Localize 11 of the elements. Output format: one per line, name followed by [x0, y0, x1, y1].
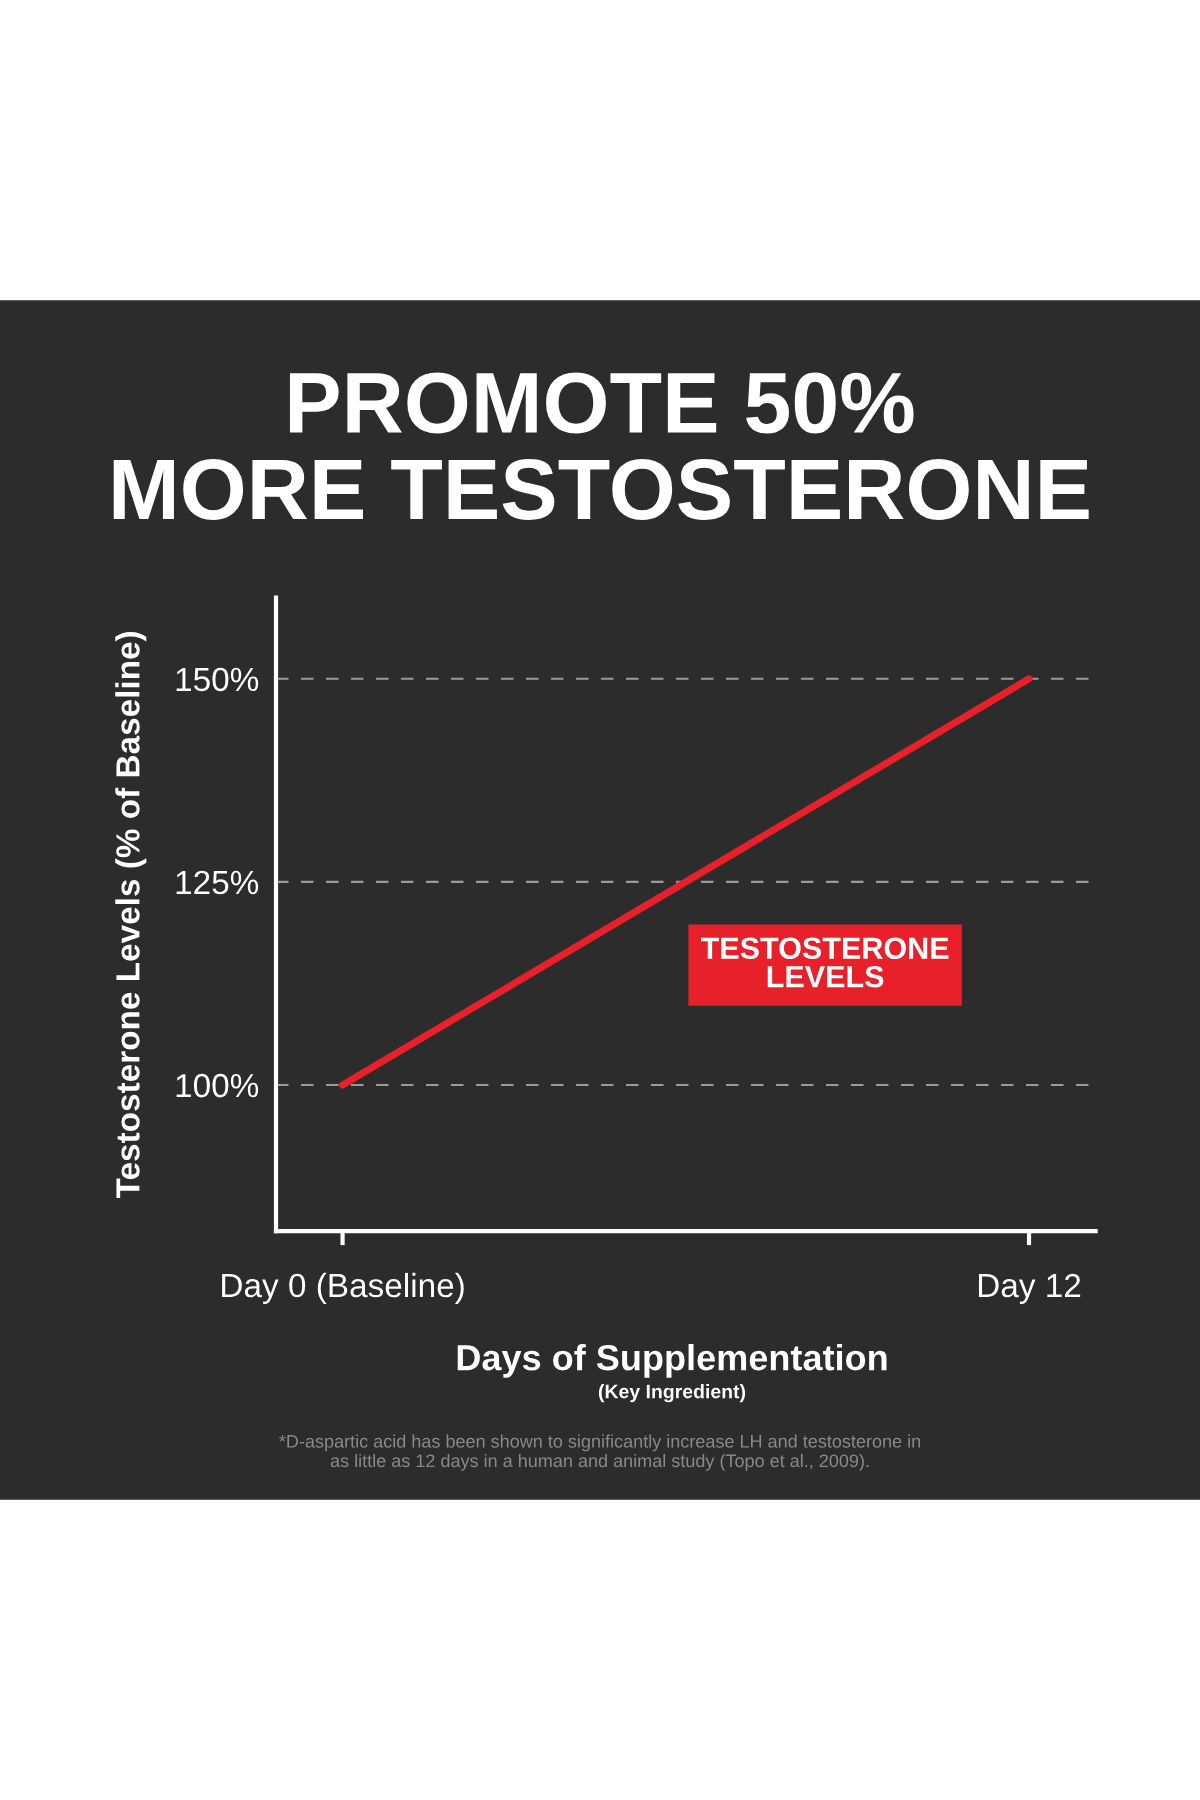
- y-tick-label: 100%: [176, 1073, 259, 1098]
- x-tick-label: Day 12: [978, 1273, 1081, 1304]
- y-tick-label: 125%: [176, 870, 259, 895]
- chart-title: PROMOTE 50% MORE TESTOSTERONE: [113, 372, 1089, 520]
- text: (Key Ingredient): [598, 1384, 746, 1403]
- y-tick-label: 150%: [176, 667, 259, 692]
- series-label: TESTOSTERONE LEVELS: [700, 937, 949, 988]
- text: *D-aspartic acid has been shown to significantly increase LH and testosterone in as little as 12 days in a human and animal study (Topo et al., 2009).: [279, 1434, 921, 1471]
- x-tick-label: Day 0 (Baseline): [222, 1272, 464, 1304]
- y-axis-title: Testosterone Levels (% of Baseline): [115, 631, 147, 1199]
- x-axis-title: Days of Supplementation: [457, 1343, 887, 1378]
